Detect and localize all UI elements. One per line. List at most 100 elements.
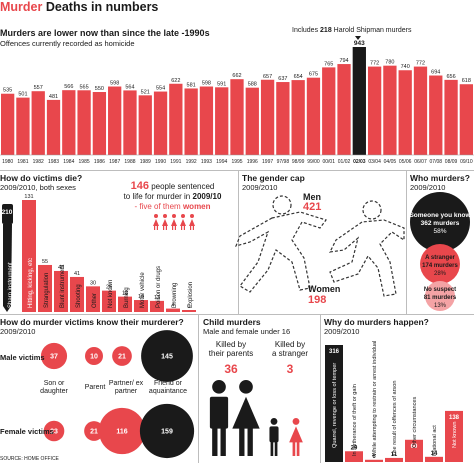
- victims-category-label: Explosion: [188, 282, 194, 308]
- knife-icon: [2, 204, 13, 312]
- bar: [16, 97, 30, 155]
- bar-value-label: 654: [294, 74, 303, 80]
- figure-dress: [189, 219, 195, 226]
- men-label: Men: [303, 192, 321, 202]
- x-tick-label: 1991: [170, 159, 181, 165]
- x-tick-label: 1986: [94, 159, 105, 165]
- figure-leg: [192, 226, 194, 230]
- know-bubble-value: 10: [90, 354, 98, 361]
- knife-blade: [3, 224, 12, 312]
- bar-value-label: 550: [95, 86, 104, 92]
- bar-value-label: 565: [80, 84, 89, 90]
- x-tick-label: 06/07: [414, 159, 427, 165]
- figure-leg: [174, 226, 176, 230]
- know-bubble-value: 159: [161, 429, 173, 436]
- bar-value-label: 598: [202, 81, 211, 87]
- figure-dress: [180, 219, 186, 226]
- child-sub: Male and female under 16: [203, 327, 291, 336]
- figure-leg: [172, 226, 174, 230]
- col-label-parent: Parent: [84, 384, 106, 391]
- row-divider-1: [0, 170, 474, 171]
- bar-value-label: 598: [110, 81, 119, 87]
- life-sentence-text: 146 people sentenced to life for murder …: [110, 181, 235, 212]
- why-bar: [345, 451, 363, 462]
- col-divider-1: [238, 171, 239, 314]
- col-divider-2: [406, 171, 407, 314]
- x-tick-label: 1990: [155, 159, 166, 165]
- title-prefix: Murder: [0, 0, 43, 14]
- bar-value-label: 772: [416, 61, 425, 67]
- victims-die-sub: 2009/2010, both sexes: [0, 183, 76, 192]
- victims-bar-value: 41: [74, 271, 80, 277]
- victims-bar-value: 13: [154, 295, 160, 301]
- figure-head: [270, 418, 278, 425]
- figure-leg: [296, 441, 300, 456]
- figure-leg: [183, 226, 185, 230]
- know-bubble: [43, 420, 65, 442]
- figure-leg: [220, 427, 226, 456]
- why-bar: [365, 459, 383, 462]
- x-tick-label: 08/09: [445, 159, 458, 165]
- bar: [260, 79, 275, 155]
- who-circle: [420, 244, 460, 284]
- woman-figure-icon: [171, 214, 177, 230]
- men-value: 421: [303, 201, 322, 213]
- who-murders-sub: 2009/2010: [410, 183, 446, 192]
- victims-die-heading: How do victims die?: [0, 173, 83, 183]
- why-heading: Why do murders happen?: [324, 317, 429, 327]
- why-category-label: Quarrel, revenge or loss of temper: [332, 363, 338, 448]
- victims-bar-value: 25: [106, 285, 112, 291]
- bar-value-label: 501: [18, 92, 27, 98]
- x-tick-label: 01/02: [338, 159, 351, 165]
- col-label-partner: Partner/ ex partner: [108, 380, 144, 395]
- bar-value-label: 772: [370, 61, 379, 67]
- x-tick-label: 09/10: [460, 159, 473, 165]
- bar-value-label: 521: [141, 89, 150, 95]
- victims-category-label: Motor vehicle: [140, 272, 146, 308]
- bar-value-label: 765: [324, 61, 333, 67]
- bar: [123, 90, 137, 155]
- woman-outline-head: [362, 200, 382, 220]
- figure-body: [269, 426, 279, 443]
- life-text2: to life for murder in: [123, 192, 191, 201]
- parents-label-line1: Killed by: [215, 340, 247, 349]
- why-bar-value: 6: [372, 454, 376, 460]
- figure-leg: [181, 226, 183, 230]
- bar-value-label: 794: [339, 58, 348, 64]
- col-label-friend: Friend or aquaintance: [148, 380, 188, 395]
- life-year: 2009/10: [192, 192, 222, 201]
- know-bubble-value: 116: [116, 429, 127, 436]
- figure-leg: [154, 226, 156, 230]
- woman-figure-icon: [189, 214, 195, 230]
- page-title: Murder Deaths in numbers: [0, 0, 158, 15]
- know-bubble-value: 21: [90, 429, 98, 436]
- figure-dress: [153, 219, 159, 226]
- x-tick-label: 99/00: [307, 159, 320, 165]
- victims-category-label: Hitting, kicking, etc: [28, 258, 34, 308]
- victims-bar: [182, 310, 196, 312]
- bar: [1, 93, 15, 155]
- bar-value-label: 591: [217, 81, 226, 87]
- woman-figure-icon: [232, 380, 260, 456]
- bar-value-label: 662: [232, 73, 241, 79]
- x-tick-label: 04/05: [384, 159, 397, 165]
- victims-category-label: Not known: [108, 280, 114, 308]
- bar: [230, 79, 244, 155]
- bar: [199, 86, 214, 155]
- woman-outline-body: [328, 219, 405, 297]
- bar-value-label: 564: [125, 84, 134, 90]
- bar-value-label: 675: [309, 72, 318, 78]
- bar: [31, 91, 45, 155]
- who-murders-heading: Who murders?: [410, 173, 470, 183]
- bar-value-label: 780: [385, 60, 394, 66]
- figure-leg: [190, 226, 192, 230]
- figure-leg: [292, 441, 296, 456]
- bar: [138, 95, 152, 155]
- female-victims-label: Female victims: [0, 427, 54, 436]
- annotation-number: 218: [320, 27, 332, 34]
- bar: [337, 64, 351, 155]
- bar: [291, 80, 305, 155]
- stranger-label-line1: Killed by: [274, 340, 306, 349]
- parents-label-line2: their parents: [208, 349, 254, 358]
